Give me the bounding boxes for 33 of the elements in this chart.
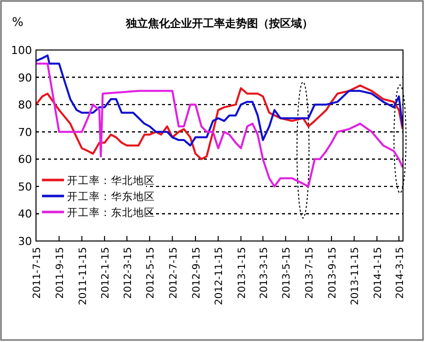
y-tick-label: 90 bbox=[18, 71, 32, 84]
x-tick-label: 2013-9-15 bbox=[327, 247, 338, 299]
x-tick-label: 2011-11-15 bbox=[78, 247, 89, 306]
x-tick-label: 2012-7-15 bbox=[168, 247, 180, 299]
x-tick-label: 2012-5-15 bbox=[146, 247, 157, 299]
x-tick-label: 2013-11-15 bbox=[350, 247, 362, 306]
x-tick-label: 2011-9-15 bbox=[55, 247, 66, 299]
line-series bbox=[35, 84, 404, 160]
x-tick-label: 2012-1-15 bbox=[100, 247, 112, 299]
x-tick-label: 2013-3-15 bbox=[258, 247, 270, 299]
x-tick-label: 2013-7-15 bbox=[304, 247, 316, 299]
y-tick-label: 40 bbox=[18, 208, 32, 221]
y-tick-label: 70 bbox=[18, 126, 32, 139]
x-tick-label: 2014-3-15 bbox=[394, 247, 406, 299]
y-tick-label: 80 bbox=[18, 98, 32, 112]
x-tick-label: 2011-7-15 bbox=[32, 247, 43, 299]
chart-title: 独立焦化企业开工率走势图（按区域） bbox=[125, 17, 313, 30]
x-tick-label: 2014-1-15 bbox=[372, 247, 384, 299]
x-tick-label: 2012-9-15 bbox=[191, 247, 202, 299]
x-tick-label: 2013-1-15 bbox=[236, 247, 248, 299]
line-series bbox=[35, 54, 404, 146]
y-axis-title: % bbox=[12, 15, 24, 29]
y-tick-label: 30 bbox=[18, 235, 32, 248]
y-tick-label: 60 bbox=[18, 153, 32, 166]
legend-label: 开工率：华北地区 bbox=[67, 174, 155, 187]
y-tick-label: 50 bbox=[18, 180, 32, 194]
x-tick-label: 2012-11-15 bbox=[214, 247, 226, 306]
x-tick-label: 2013-5-15 bbox=[282, 247, 293, 299]
x-tick-label: 2012-3-15 bbox=[122, 247, 134, 299]
y-tick-label: 100 bbox=[11, 44, 32, 57]
line-series bbox=[35, 62, 404, 188]
legend-label: 开工率：华东地区 bbox=[67, 190, 155, 203]
legend-label: 开工率：东北地区 bbox=[67, 206, 155, 219]
